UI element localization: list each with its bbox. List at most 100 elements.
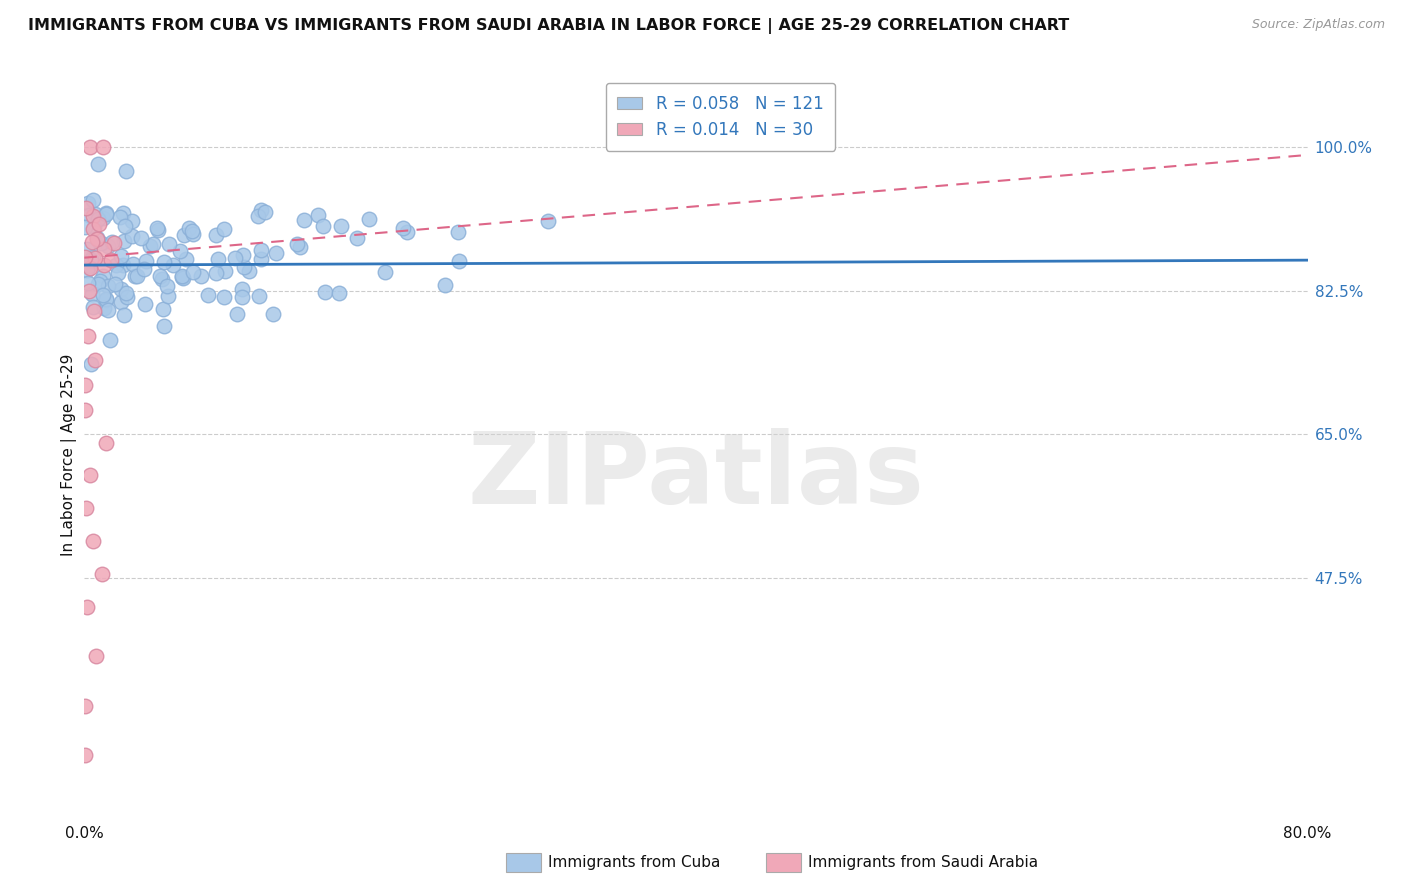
Point <box>96 292 118 306</box>
Point <box>82 222 104 236</box>
Point <box>90 235 112 250</box>
Point <box>246 209 269 223</box>
Point <box>77 328 100 343</box>
Point <box>84 649 107 664</box>
Point <box>181 227 204 241</box>
Point <box>292 213 315 227</box>
Point <box>79 468 101 483</box>
Point <box>250 252 273 266</box>
Point <box>238 264 260 278</box>
Point <box>110 249 132 263</box>
Point <box>173 227 195 242</box>
Point <box>129 231 152 245</box>
Point <box>254 204 277 219</box>
Text: ZIPatlas: ZIPatlas <box>468 428 924 525</box>
Point <box>314 285 336 299</box>
Point <box>73 250 96 264</box>
Point <box>231 290 253 304</box>
Point <box>94 206 117 220</box>
Point <box>138 239 160 253</box>
Point <box>82 209 104 223</box>
Point <box>190 269 212 284</box>
Point <box>86 231 108 245</box>
Point <box>132 262 155 277</box>
Point <box>170 269 193 284</box>
Point <box>312 219 335 233</box>
Point <box>79 139 101 153</box>
Point <box>112 309 135 323</box>
Point <box>157 288 180 302</box>
Text: IMMIGRANTS FROM CUBA VS IMMIGRANTS FROM SAUDI ARABIA IN LABOR FORCE | AGE 25-29 : IMMIGRANTS FROM CUBA VS IMMIGRANTS FROM … <box>28 18 1070 34</box>
Point <box>82 194 104 208</box>
Point <box>112 259 135 273</box>
Point <box>170 269 193 284</box>
Point <box>101 235 124 249</box>
Point <box>91 139 114 153</box>
Text: Source: ZipAtlas.com: Source: ZipAtlas.com <box>1251 18 1385 31</box>
Point <box>91 288 114 302</box>
Point <box>112 206 135 220</box>
Point <box>86 211 108 226</box>
Point <box>174 252 197 267</box>
Point <box>357 211 380 226</box>
Point <box>156 278 179 293</box>
Point <box>135 254 157 268</box>
Point <box>80 357 103 371</box>
Point <box>205 266 228 280</box>
Point <box>152 255 174 269</box>
Point <box>73 220 96 235</box>
Point <box>89 275 111 289</box>
Point <box>330 219 353 234</box>
Point <box>249 243 271 257</box>
Point <box>374 265 396 279</box>
Point <box>112 234 135 248</box>
Point <box>115 286 138 301</box>
Point <box>307 208 329 222</box>
Point <box>150 272 173 286</box>
Text: Immigrants from Saudi Arabia: Immigrants from Saudi Arabia <box>808 855 1039 870</box>
Point <box>177 221 200 235</box>
Point <box>75 501 97 516</box>
Point <box>250 202 273 217</box>
Point <box>96 207 118 221</box>
Point <box>83 304 105 318</box>
Point <box>449 254 471 268</box>
Point <box>121 213 143 227</box>
Point <box>84 251 107 265</box>
Point <box>115 163 138 178</box>
Point <box>121 229 143 244</box>
Point <box>103 236 125 251</box>
Point <box>84 207 107 221</box>
Point <box>93 242 115 256</box>
Point <box>91 567 114 582</box>
Point <box>207 252 229 266</box>
Point <box>391 221 413 235</box>
Point <box>79 259 101 273</box>
Point <box>214 264 236 278</box>
Point <box>104 277 127 291</box>
Point <box>142 237 165 252</box>
Point <box>247 289 270 303</box>
Point <box>82 534 104 549</box>
Point <box>233 260 256 275</box>
Point <box>149 269 172 284</box>
Point <box>125 269 148 284</box>
Point <box>87 277 110 291</box>
Point <box>87 157 110 171</box>
Point <box>214 222 236 236</box>
Text: Immigrants from Cuba: Immigrants from Cuba <box>548 855 721 870</box>
Point <box>76 276 98 290</box>
Point <box>73 402 96 417</box>
Point <box>89 217 111 231</box>
Point <box>80 287 103 301</box>
Point <box>107 266 129 280</box>
Point <box>153 318 176 333</box>
Point <box>93 258 115 272</box>
Point <box>226 307 249 321</box>
Point <box>97 279 120 293</box>
Point <box>537 214 560 228</box>
Y-axis label: In Labor Force | Age 25-29: In Labor Force | Age 25-29 <box>62 354 77 556</box>
Point <box>98 333 121 347</box>
Point <box>73 378 96 392</box>
Point <box>79 208 101 222</box>
